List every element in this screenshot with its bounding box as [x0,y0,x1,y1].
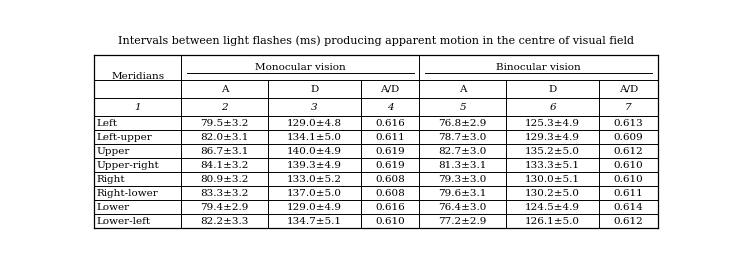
Text: 0.611: 0.611 [613,189,643,198]
Text: 4: 4 [386,103,394,112]
Text: 77.2±2.9: 77.2±2.9 [438,217,487,226]
Text: 82.0±3.1: 82.0±3.1 [201,133,249,142]
Text: 0.608: 0.608 [376,175,405,184]
Text: 76.4±3.0: 76.4±3.0 [438,203,487,212]
Text: 0.612: 0.612 [613,147,643,156]
Text: 134.7±5.1: 134.7±5.1 [287,217,342,226]
Text: A: A [221,85,228,94]
Text: A/D: A/D [381,85,400,94]
Text: 0.619: 0.619 [376,147,405,156]
Text: 129.3±4.9: 129.3±4.9 [525,133,580,142]
Text: 80.9±3.2: 80.9±3.2 [201,175,249,184]
Text: 82.7±3.0: 82.7±3.0 [438,147,487,156]
Text: Right: Right [97,175,125,184]
Text: 134.1±5.0: 134.1±5.0 [287,133,342,142]
Text: 125.3±4.9: 125.3±4.9 [525,118,580,128]
Text: 86.7±3.1: 86.7±3.1 [201,147,249,156]
Text: 79.6±3.1: 79.6±3.1 [438,189,487,198]
Text: Right-lower: Right-lower [97,189,158,198]
Text: 126.1±5.0: 126.1±5.0 [525,217,580,226]
Text: 3: 3 [311,103,318,112]
Text: 76.8±2.9: 76.8±2.9 [438,118,487,128]
Text: Left: Left [97,118,118,128]
Text: 0.611: 0.611 [376,133,405,142]
Text: D: D [548,85,557,94]
Text: 79.4±2.9: 79.4±2.9 [201,203,249,212]
Text: 0.614: 0.614 [613,203,643,212]
Text: 79.5±3.2: 79.5±3.2 [201,118,249,128]
Text: A/D: A/D [619,85,638,94]
Text: 1: 1 [135,103,141,112]
Text: Meridians: Meridians [111,72,164,81]
Text: 139.3±4.9: 139.3±4.9 [287,161,342,170]
Text: 5: 5 [460,103,466,112]
Text: 0.609: 0.609 [613,133,643,142]
Text: Upper: Upper [97,147,130,156]
Text: 0.612: 0.612 [613,217,643,226]
Text: 82.2±3.3: 82.2±3.3 [201,217,249,226]
Text: 0.619: 0.619 [376,161,405,170]
Text: 7: 7 [625,103,632,112]
Text: 0.613: 0.613 [613,118,643,128]
Text: 140.0±4.9: 140.0±4.9 [287,147,342,156]
Text: Lower-left: Lower-left [97,217,151,226]
Text: 6: 6 [549,103,556,112]
Text: A: A [459,85,466,94]
Text: 81.3±3.1: 81.3±3.1 [438,161,487,170]
Text: 83.3±3.2: 83.3±3.2 [201,189,249,198]
Text: 79.3±3.0: 79.3±3.0 [438,175,487,184]
Text: Upper-right: Upper-right [97,161,160,170]
Text: 2: 2 [221,103,228,112]
Text: 0.610: 0.610 [613,161,643,170]
Text: 0.616: 0.616 [376,203,405,212]
Text: Binocular vision: Binocular vision [496,63,581,73]
Text: Left-upper: Left-upper [97,133,152,142]
Text: 133.3±5.1: 133.3±5.1 [525,161,580,170]
Text: 0.610: 0.610 [613,175,643,184]
Text: 135.2±5.0: 135.2±5.0 [525,147,580,156]
Text: 133.0±5.2: 133.0±5.2 [287,175,342,184]
Text: 84.1±3.2: 84.1±3.2 [201,161,249,170]
Text: Lower: Lower [97,203,130,212]
Text: 0.608: 0.608 [376,189,405,198]
Text: 0.610: 0.610 [376,217,405,226]
Text: Intervals between light flashes (ms) producing apparent motion in the centre of : Intervals between light flashes (ms) pro… [118,35,634,46]
Text: 129.0±4.8: 129.0±4.8 [287,118,342,128]
Text: 124.5±4.9: 124.5±4.9 [525,203,580,212]
Text: D: D [310,85,318,94]
Text: 130.0±5.1: 130.0±5.1 [525,175,580,184]
Text: Monocular vision: Monocular vision [255,63,346,73]
Text: 137.0±5.0: 137.0±5.0 [287,189,342,198]
Text: 129.0±4.9: 129.0±4.9 [287,203,342,212]
Text: 0.616: 0.616 [376,118,405,128]
Text: 130.2±5.0: 130.2±5.0 [525,189,580,198]
Text: 78.7±3.0: 78.7±3.0 [438,133,487,142]
